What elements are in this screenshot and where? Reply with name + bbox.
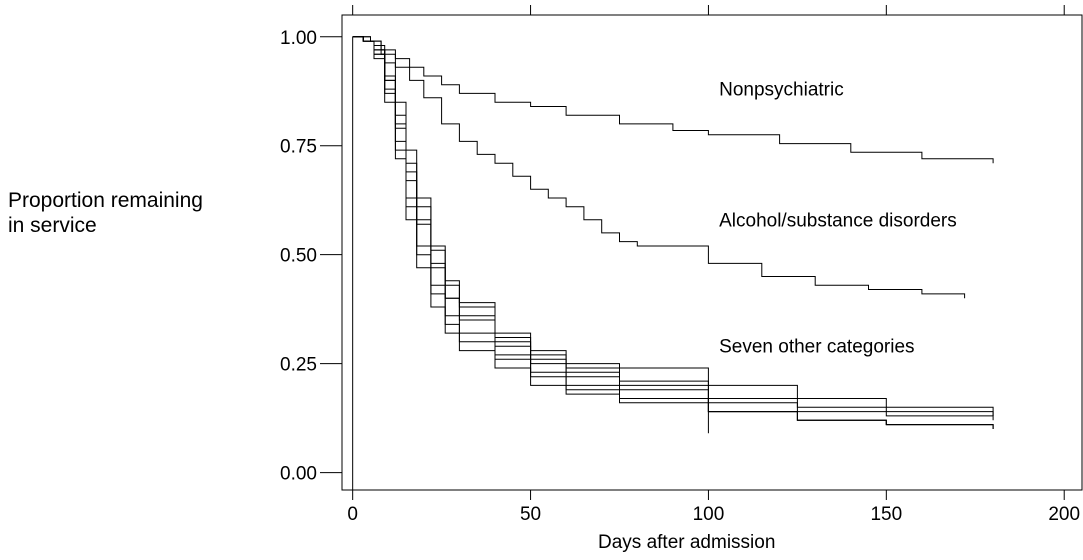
x-tick-label: 50 (520, 504, 541, 525)
series-line-9 (352, 36, 994, 429)
x-tick-label: 150 (870, 504, 902, 525)
series-line-1 (352, 36, 994, 164)
y-tick-label: 0.00 (280, 464, 317, 485)
y-tick-label: 0.75 (280, 137, 317, 158)
plot-frame (341, 14, 1083, 491)
y-tick-label: 1.00 (280, 28, 317, 49)
x-tick-label: 100 (693, 504, 725, 525)
y-axis-label: Proportion remaining in service (8, 188, 203, 238)
series-line-4 (352, 36, 994, 429)
annotation-3: Seven other categories (719, 337, 914, 358)
y-tick-label: 0.50 (280, 246, 317, 267)
x-tick-label: 200 (1048, 504, 1080, 525)
y-tick-label: 0.25 (280, 355, 317, 376)
series-line-3 (352, 36, 994, 429)
x-tick-label: 0 (347, 504, 358, 525)
annotation-1: Nonpsychiatric (719, 80, 844, 101)
annotation-2: Alcohol/substance disorders (719, 210, 957, 231)
y-axis-label-line2: in service (8, 214, 97, 237)
x-axis-label: Days after admission (598, 532, 776, 553)
series-line-2 (352, 36, 966, 299)
y-axis-label-line1: Proportion remaining (8, 189, 203, 212)
